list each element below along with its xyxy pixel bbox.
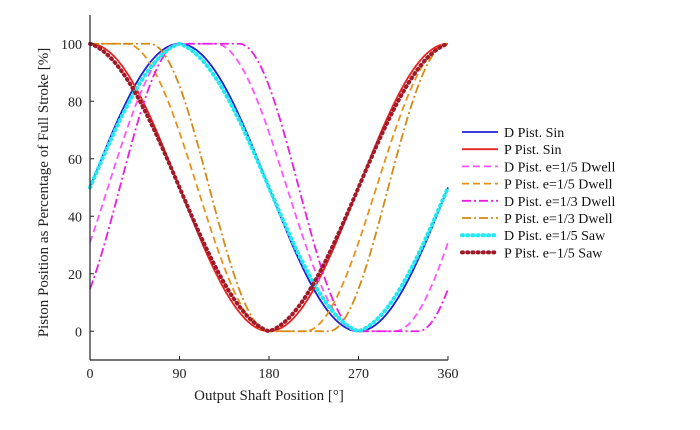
y-tick-label: 20 [68, 268, 82, 283]
plot-area [88, 41, 450, 334]
x-tick-label: 180 [259, 367, 280, 382]
legend-label-2: P Pist. Sin [504, 143, 561, 158]
y-tick-label: 40 [68, 210, 82, 225]
x-tick-label: 0 [87, 367, 94, 382]
x-tick-label: 270 [348, 367, 369, 382]
legend-label-5: D Pist. e=1/3 Dwell [504, 195, 615, 210]
series-line-8 [88, 41, 450, 334]
x-axis-label: Output Shaft Position [°] [194, 388, 344, 404]
y-tick-label: 100 [61, 38, 82, 53]
y-tick-label: 0 [75, 325, 82, 340]
y-axis-label: Piston Position as Percentage of Full St… [36, 48, 52, 338]
axes: 0 90 180 270 360 0 20 40 60 80 100 Output Shaft Pos… [36, 15, 459, 404]
series-line-7 [88, 41, 450, 334]
legend-label-1: D Pist. Sin [504, 126, 564, 141]
y-tick-label: 80 [68, 95, 82, 110]
legend-label-6: P Pist. e=1/3 Dwell [504, 212, 613, 227]
y-tick-label: 60 [68, 153, 82, 168]
legend-label-3: D Pist. e=1/5 Dwell [504, 160, 615, 175]
x-tick-label: 90 [173, 367, 187, 382]
series-line-3 [89, 42, 449, 333]
legend-label-8: P Pist. e−1/5 Saw [504, 246, 603, 261]
legend-label-4: P Pist. e=1/5 Dwell [504, 178, 613, 193]
series-line-5 [89, 42, 449, 333]
x-tick-label: 360 [438, 367, 459, 382]
legend: D Pist. Sin P Pist. Sin D Pist. e=1/5 Dwel… [460, 126, 615, 261]
legend-label-7: D Pist. e=1/5 Saw [504, 229, 606, 244]
